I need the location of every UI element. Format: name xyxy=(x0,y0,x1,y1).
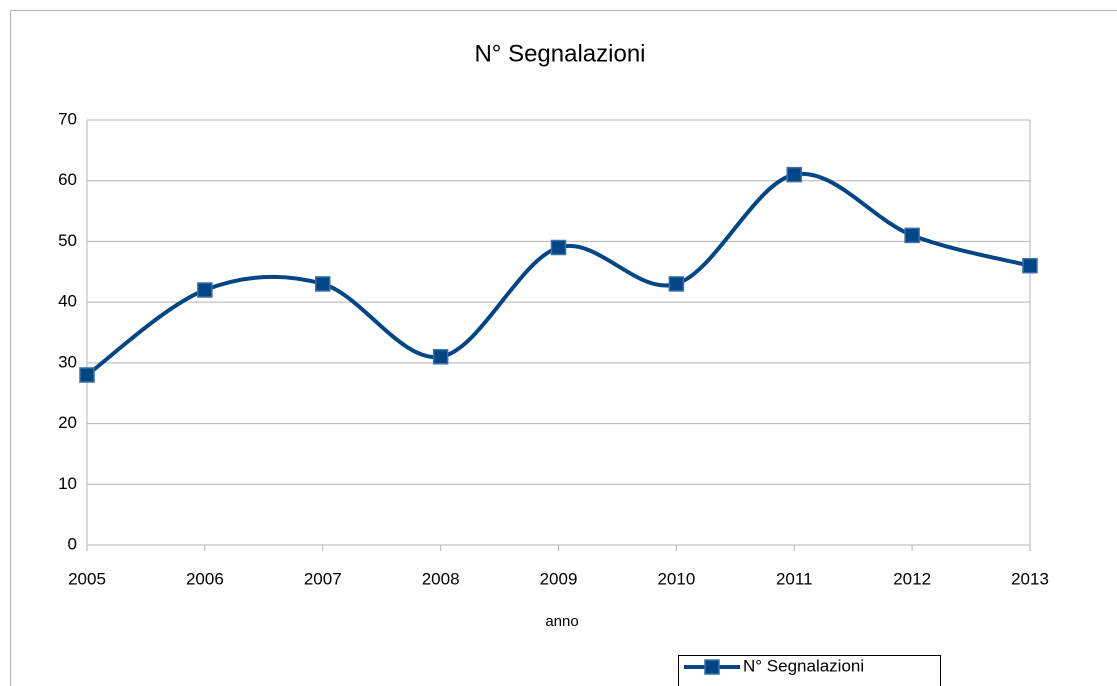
marker xyxy=(550,239,567,256)
chart-title: N° Segnalazioni xyxy=(474,40,645,67)
marker xyxy=(904,227,920,244)
marker xyxy=(786,166,802,183)
marker xyxy=(704,659,720,675)
marker xyxy=(197,282,213,298)
y-tick-label: 0 xyxy=(68,534,77,553)
y-tick-label: 60 xyxy=(58,170,77,189)
marker xyxy=(1022,257,1038,274)
x-tick-label: 2012 xyxy=(893,569,931,588)
x-tick-label: 2007 xyxy=(304,569,342,588)
y-tick-label: 50 xyxy=(58,231,77,250)
x-tick-label: 2010 xyxy=(657,569,695,588)
y-tick-label: 40 xyxy=(58,292,77,311)
x-tick-label: 2006 xyxy=(186,569,224,588)
legend-box xyxy=(678,655,941,686)
x-tick-label: 2005 xyxy=(68,569,106,588)
y-tick-label: 70 xyxy=(58,109,77,128)
marker xyxy=(668,276,685,292)
marker xyxy=(432,349,449,365)
y-tick-label: 10 xyxy=(58,474,77,493)
x-tick-label: 2008 xyxy=(422,569,460,588)
legend-label: N° Segnalazioni xyxy=(743,656,864,675)
x-tick-label: 2011 xyxy=(776,569,813,588)
x-tick-label: 2009 xyxy=(540,569,578,588)
x-axis-label: anno xyxy=(545,613,578,630)
marker xyxy=(79,367,95,383)
y-tick-label: 30 xyxy=(58,352,77,371)
marker xyxy=(315,276,331,292)
chart-frame xyxy=(10,10,1117,686)
series-line xyxy=(85,171,1031,377)
x-tick-label: 2013 xyxy=(1011,569,1049,588)
y-tick-label: 20 xyxy=(58,413,77,432)
